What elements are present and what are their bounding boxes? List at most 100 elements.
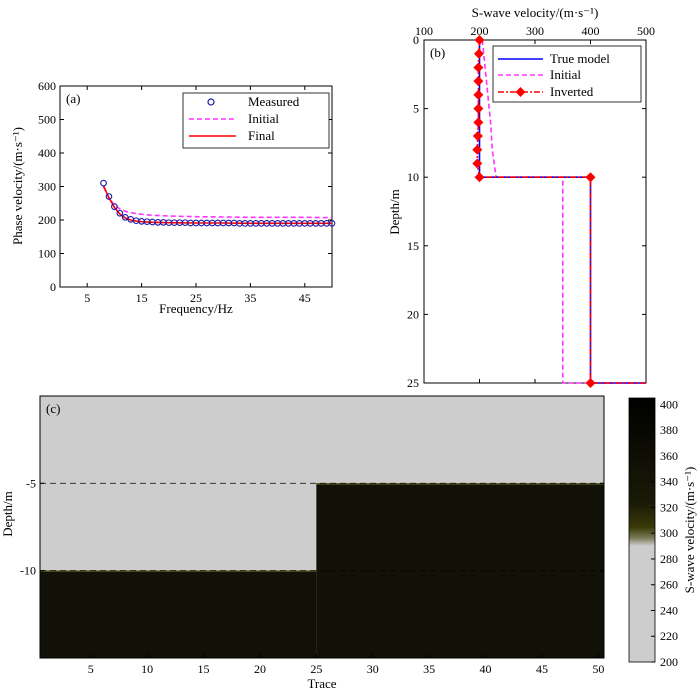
panel-b-ytick-label: 10 (407, 170, 419, 184)
colorbar-tick-label: 360 (660, 449, 678, 463)
measured-point (100, 179, 107, 187)
panel-a-ylabel: Phase velocity/(m·s⁻¹) (10, 127, 25, 245)
panel-c-interfaces (40, 482, 604, 572)
panel-c-xtick-label: 5 (88, 662, 94, 676)
panel-b-xtick-label: 100 (415, 24, 433, 38)
panel-b-xtick-label: 200 (471, 24, 489, 38)
panel-b-ytick-label: 5 (413, 102, 419, 116)
inverted-marker (473, 103, 484, 114)
panel-c-ylabel: Depth/m (0, 491, 15, 537)
inverted-marker (473, 62, 484, 73)
panel-c-xtick-label: 40 (480, 662, 492, 676)
colorbar-tick-label: 300 (660, 526, 678, 540)
panel-a-ytick-label: 100 (38, 247, 56, 261)
panel-a-ticks: 5 15 25 35 45 0 100 200 300 400 500 600 (38, 79, 332, 305)
panel-c-xtick-label: 50 (592, 662, 604, 676)
panel-b-legend: True model Initial Inverted (492, 45, 642, 103)
panel-c-xtick-label: 45 (536, 662, 548, 676)
panel-b-ylabel: Depth/m (387, 189, 402, 235)
inverted-marker (472, 131, 483, 142)
panel-a-legend: Measured Initial Final (182, 92, 330, 149)
panel-b-ticks: 100 200 300 400 500 0 5 10 15 20 25 (407, 24, 655, 390)
inverted-marker (472, 158, 483, 169)
measured-point (328, 220, 336, 227)
panel-a-xtick-label: 5 (84, 291, 90, 305)
panel-c-xtick-label: 30 (367, 662, 379, 676)
colorbar-tick-label: 220 (660, 629, 678, 643)
colorbar-tick-label: 400 (660, 397, 678, 411)
panel-b-ytick-label: 20 (407, 307, 419, 321)
panel-c-axes-box (39, 395, 605, 659)
panel-c-label: (c) (46, 401, 60, 416)
panel-a-xlabel: Frequency/Hz (159, 301, 233, 316)
panel-a-ytick-label: 200 (38, 213, 56, 227)
panel-c-ticks: 5 10 15 20 25 30 35 40 45 50 -5 -10 (20, 476, 604, 676)
legend-inverted-label: Inverted (550, 84, 594, 99)
colorbar-tick-label: 340 (660, 475, 678, 489)
panel-a-ytick-label: 500 (38, 113, 56, 127)
panel-a-series (100, 179, 336, 227)
panel-c-velocity-section: 5 10 15 20 25 30 35 40 45 50 -5 -10 (c) Trace Depth… (0, 395, 697, 691)
colorbar-label: S-wave velocity/(m·s⁻¹) (682, 467, 697, 594)
inverted-marker (472, 144, 483, 155)
panel-c-xtick-label: 35 (423, 662, 435, 676)
panel-b-xlabel: S-wave velocity/(m·s⁻¹) (472, 5, 599, 20)
panel-b-series (472, 35, 646, 388)
inverted-marker (473, 48, 484, 59)
inverted-marker (585, 378, 596, 388)
panel-a-xtick-label: 45 (299, 291, 311, 305)
measured-point (116, 209, 124, 217)
panel-b-velocity-profile: 100 200 300 400 500 0 5 10 15 20 25 (b) S-wave vel… (387, 5, 655, 390)
panel-b-ytick-label: 0 (413, 33, 419, 47)
panel-b-xtick-label: 300 (526, 24, 544, 38)
legend-initial-label: Initial (248, 111, 279, 126)
measured-point (105, 193, 113, 200)
panel-b-ytick-label: 25 (407, 376, 419, 390)
colorbar-ticks: 200 220 240 260 280 300 320 340 360 380 400 (651, 397, 678, 669)
legend-inverted-marker (515, 87, 526, 97)
legend-true-model-label: True model (550, 51, 610, 66)
panel-c-xtick-label: 10 (141, 662, 153, 676)
inverted-marker (473, 117, 484, 128)
panel-c-ytick-label: -5 (26, 476, 36, 490)
panel-c-xtick-label: 25 (310, 662, 322, 676)
colorbar-tick-label: 240 (660, 603, 678, 617)
panel-b-xtick-label: 500 (637, 24, 655, 38)
colorbar-tick-label: 320 (660, 500, 678, 514)
inverted-marker (473, 76, 484, 87)
colorbar-tick-label: 260 (660, 578, 678, 592)
panel-a-phase-velocity: 5 15 25 35 45 0 100 200 300 400 500 600 (a) Frequen… (10, 79, 336, 316)
panel-c-xlabel: Trace (307, 676, 336, 691)
legend-measured-label: Measured (248, 94, 300, 109)
colorbar-tick-label: 200 (660, 655, 678, 669)
inverted-marker (473, 89, 484, 100)
panel-a-legend-box (182, 92, 330, 149)
panel-a-xtick-label: 15 (136, 291, 148, 305)
legend-final-label: Final (248, 128, 275, 143)
panel-a-label: (a) (66, 91, 80, 106)
inverted-marker (474, 35, 485, 45)
panel-a-ytick-label: 600 (38, 79, 56, 93)
panel-b-label: (b) (430, 45, 445, 60)
panel-c-xtick-label: 15 (198, 662, 210, 676)
colorbar: 200 220 240 260 280 300 320 340 360 380 400 S-wave… (628, 397, 697, 669)
panel-b-xtick-label: 400 (582, 24, 600, 38)
legend-measured-marker (207, 98, 215, 106)
panel-a-xtick-label: 25 (190, 291, 202, 305)
high-velocity-layer (40, 570, 317, 658)
colorbar-tick-label: 280 (660, 552, 678, 566)
measured-point (111, 203, 118, 210)
panel-a-xtick-label: 35 (244, 291, 256, 305)
panel-c-ytick-label: -10 (20, 564, 36, 578)
colorbar-scale (628, 397, 656, 663)
panel-b-ytick-label: 15 (407, 239, 419, 253)
panel-a-ytick-label: 300 (38, 180, 56, 194)
panel-a-ytick-label: 0 (50, 280, 56, 294)
panel-c-xtick-label: 20 (254, 662, 266, 676)
legend-initial-label: Initial (550, 67, 581, 82)
panel-a-ytick-label: 400 (38, 146, 56, 160)
series-initial-profile (481, 39, 646, 384)
colorbar-tick-label: 380 (660, 423, 678, 437)
inverted-marker (474, 172, 485, 183)
